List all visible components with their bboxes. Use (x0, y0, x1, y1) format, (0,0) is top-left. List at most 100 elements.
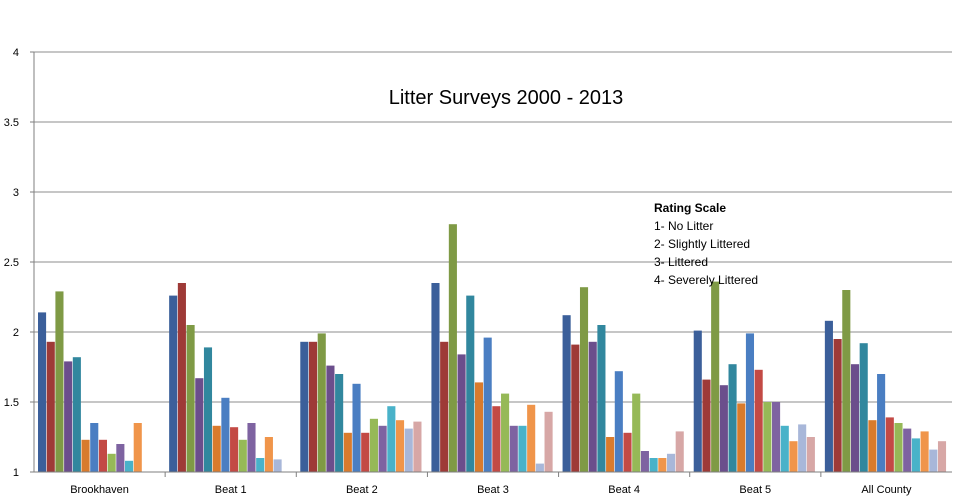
bar (562, 315, 571, 472)
y-tick-label: 2.5 (4, 257, 19, 269)
y-tick-label: 1.5 (4, 397, 19, 409)
bar (46, 341, 55, 472)
bar (597, 325, 606, 472)
bar (737, 403, 746, 472)
x-tick-label: Beat 2 (346, 484, 378, 496)
rating-scale-line-2: 2- Slightly Littered (654, 237, 750, 251)
bar (606, 437, 615, 472)
bar (177, 283, 186, 472)
bar (413, 421, 422, 472)
bar (544, 411, 553, 472)
x-tick-label: Brookhaven (70, 484, 129, 496)
bar (116, 444, 125, 472)
bar (745, 333, 755, 472)
bar (55, 291, 64, 472)
x-tick-label: All County (861, 484, 912, 496)
rating-scale-line-3: 3- Littered (654, 255, 708, 269)
bar (457, 354, 466, 472)
x-tick-label: Beat 5 (739, 484, 771, 496)
bar (885, 417, 894, 472)
bar (317, 333, 326, 472)
bar (798, 424, 807, 472)
y-tick-label: 4 (13, 47, 19, 59)
x-tick-labels: Brookhaven Beat 1 Beat 2 Beat 3 Beat 4 Beat 5… (70, 484, 912, 496)
bar (361, 432, 370, 472)
bar (859, 343, 868, 472)
bar (352, 383, 361, 472)
bar (81, 439, 90, 472)
y-tick-label: 1 (13, 467, 19, 479)
bar (431, 283, 440, 472)
y-tick-label: 3.5 (4, 117, 19, 129)
y-tick-labels: 1 1.5 2 2.5 3 3.5 4 (4, 47, 19, 479)
y-tick-label: 2 (13, 327, 19, 339)
bar (98, 439, 107, 472)
bar (806, 437, 815, 472)
bar (64, 361, 73, 472)
bar (343, 432, 352, 472)
bar (125, 460, 134, 472)
bar (929, 449, 938, 472)
bar (920, 431, 929, 472)
bar (789, 441, 798, 472)
bar (571, 344, 580, 472)
bar (72, 357, 81, 472)
bar (903, 428, 912, 472)
bar (772, 402, 781, 472)
bar (623, 432, 632, 472)
bar (579, 287, 589, 472)
bar (133, 423, 142, 472)
bar (763, 402, 772, 472)
bar (509, 425, 518, 472)
bar (527, 404, 536, 472)
bar (256, 458, 265, 472)
bar (614, 371, 623, 472)
bar (640, 451, 649, 472)
bar (230, 427, 239, 472)
bar (632, 393, 641, 472)
bar (833, 339, 842, 472)
bar (203, 347, 213, 472)
bar (474, 382, 484, 472)
bar (300, 341, 309, 472)
bar (728, 364, 737, 472)
bar (588, 341, 597, 472)
bar (501, 393, 510, 472)
bar (894, 423, 903, 472)
bar (221, 397, 230, 472)
bar (440, 341, 449, 472)
bar (107, 453, 116, 472)
bar (448, 224, 457, 472)
bar (719, 385, 728, 472)
bar (877, 374, 886, 472)
bar (38, 312, 47, 472)
bar (842, 290, 851, 472)
rating-scale-line-1: 1- No Litter (654, 219, 713, 233)
bar (404, 428, 413, 472)
rating-scale-title: Rating Scale (654, 201, 726, 215)
bar (326, 365, 335, 472)
bar (693, 330, 702, 472)
bar (90, 423, 99, 472)
bar (335, 374, 344, 472)
bars (38, 224, 947, 472)
axes (33, 52, 952, 477)
bar (387, 406, 396, 472)
chart-title: Litter Surveys 2000 - 2013 (389, 87, 624, 109)
bar (247, 423, 256, 472)
bar (658, 458, 667, 472)
bar (702, 379, 711, 472)
bar (535, 463, 544, 472)
bar (754, 369, 763, 472)
bar (850, 364, 860, 472)
bar (264, 437, 273, 472)
rating-scale-note: Rating Scale 1- No Litter 2- Slightly Li… (654, 201, 758, 287)
bar (649, 458, 658, 472)
bar (518, 425, 527, 472)
bar (780, 425, 789, 472)
bar (466, 295, 475, 472)
x-tick-label: Beat 3 (477, 484, 509, 496)
bar (195, 378, 204, 472)
bar (273, 459, 282, 472)
